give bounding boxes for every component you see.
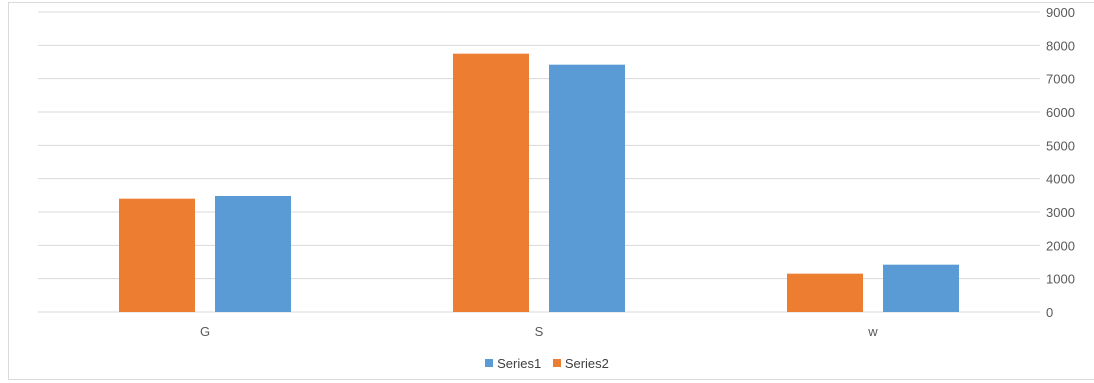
y-tick-label: 4000: [1046, 172, 1075, 187]
legend-item-series2: Series2: [552, 355, 609, 371]
legend-swatch-series1: [485, 359, 494, 367]
gridlines: [38, 11, 1040, 313]
legend-item-series1: Series1: [485, 356, 541, 371]
bar-series2-G: [119, 198, 195, 312]
x-tick-label-G: G: [200, 324, 210, 339]
x-tick-label-S: S: [535, 324, 544, 339]
bar-series2-S: [453, 53, 529, 313]
x-tick-label-w: w: [867, 324, 878, 339]
bars: [119, 53, 959, 313]
y-tick-label: 7000: [1046, 72, 1075, 87]
y-tick-label: 5000: [1046, 138, 1075, 153]
bar-series2-w: [787, 273, 863, 312]
bar-series1-S: [549, 64, 625, 313]
bar-series1-G: [215, 196, 291, 312]
legend-label-series1: Series1: [497, 355, 542, 371]
y-tick-label: 3000: [1046, 205, 1075, 220]
y-tick-label: 6000: [1046, 105, 1075, 120]
y-tick-label: 0: [1046, 305, 1053, 320]
y-tick-label: 8000: [1046, 38, 1075, 53]
y-tick-label: 1000: [1046, 272, 1075, 287]
legend-label-series2: Series2: [564, 355, 609, 371]
legend: Series1 Series2: [0, 355, 1094, 371]
bar-series1-w: [883, 264, 959, 312]
y-tick-label: 2000: [1046, 238, 1075, 253]
y-axis-ticks: 0 1000 2000 3000 4000 5000 6000 7000 8000 9000: [1046, 5, 1075, 320]
legend-swatch-series2: [552, 359, 561, 367]
y-tick-label: 9000: [1046, 5, 1075, 20]
